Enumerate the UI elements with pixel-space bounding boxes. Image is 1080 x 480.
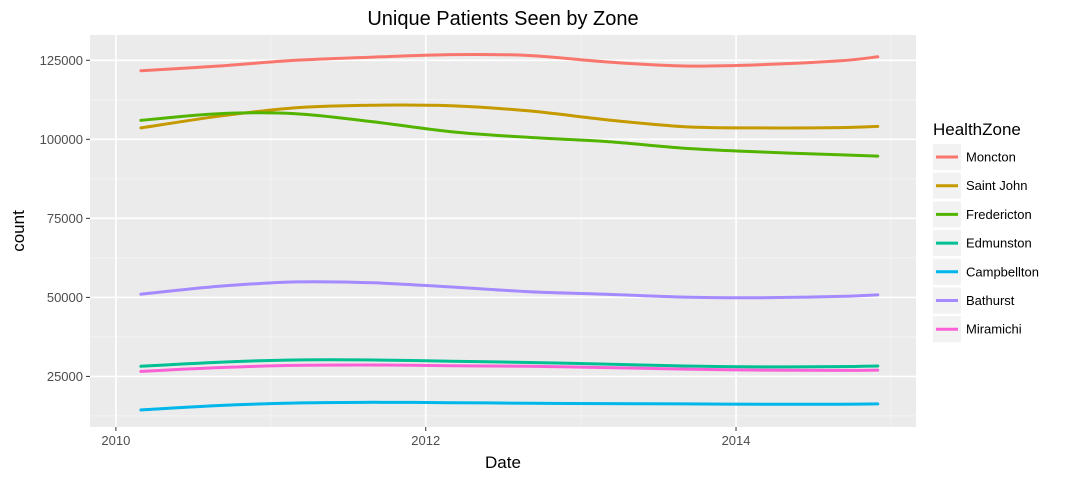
y-axis: 25000 50000 75000 100000 125000 xyxy=(40,53,90,384)
x-axis: 2010 2012 2014 xyxy=(101,427,750,448)
y-axis-title: count xyxy=(9,210,28,252)
legend-label: Campbellton xyxy=(966,264,1039,279)
series-line-fredericton xyxy=(139,111,880,158)
y-tick-label: 100000 xyxy=(40,132,83,147)
series-lines xyxy=(139,52,880,412)
legend-label: Saint John xyxy=(966,178,1027,193)
series-line-edmunston xyxy=(139,358,880,369)
x-tick-label: 2010 xyxy=(101,433,130,448)
series-line-campbellton xyxy=(139,400,880,412)
series-line-moncton xyxy=(139,52,880,73)
legend-label: Moncton xyxy=(966,150,1016,165)
y-tick-label: 125000 xyxy=(40,53,83,68)
y-tick-label: 75000 xyxy=(47,211,83,226)
legend-label: Edmunston xyxy=(966,236,1032,251)
x-axis-title: Date xyxy=(485,453,521,472)
grid-minor xyxy=(90,35,916,427)
series-line-saint-john xyxy=(139,103,880,130)
chart-title: Unique Patients Seen by Zone xyxy=(367,8,638,30)
y-tick-label: 50000 xyxy=(47,290,83,305)
legend-label: Fredericton xyxy=(966,207,1032,222)
legend-label: Miramichi xyxy=(966,322,1022,337)
series-line-bathurst xyxy=(139,280,880,300)
legend-label: Bathurst xyxy=(966,293,1015,308)
legend-title: HealthZone xyxy=(933,120,1021,139)
y-tick-label: 25000 xyxy=(47,369,83,384)
x-tick-label: 2012 xyxy=(411,433,440,448)
x-tick-label: 2014 xyxy=(722,433,751,448)
series-line-miramichi xyxy=(139,363,880,373)
legend: HealthZone Moncton Saint John Fredericton E… xyxy=(933,120,1039,343)
legend-items: Moncton Saint John Fredericton Edmunston Cam… xyxy=(933,144,1039,343)
